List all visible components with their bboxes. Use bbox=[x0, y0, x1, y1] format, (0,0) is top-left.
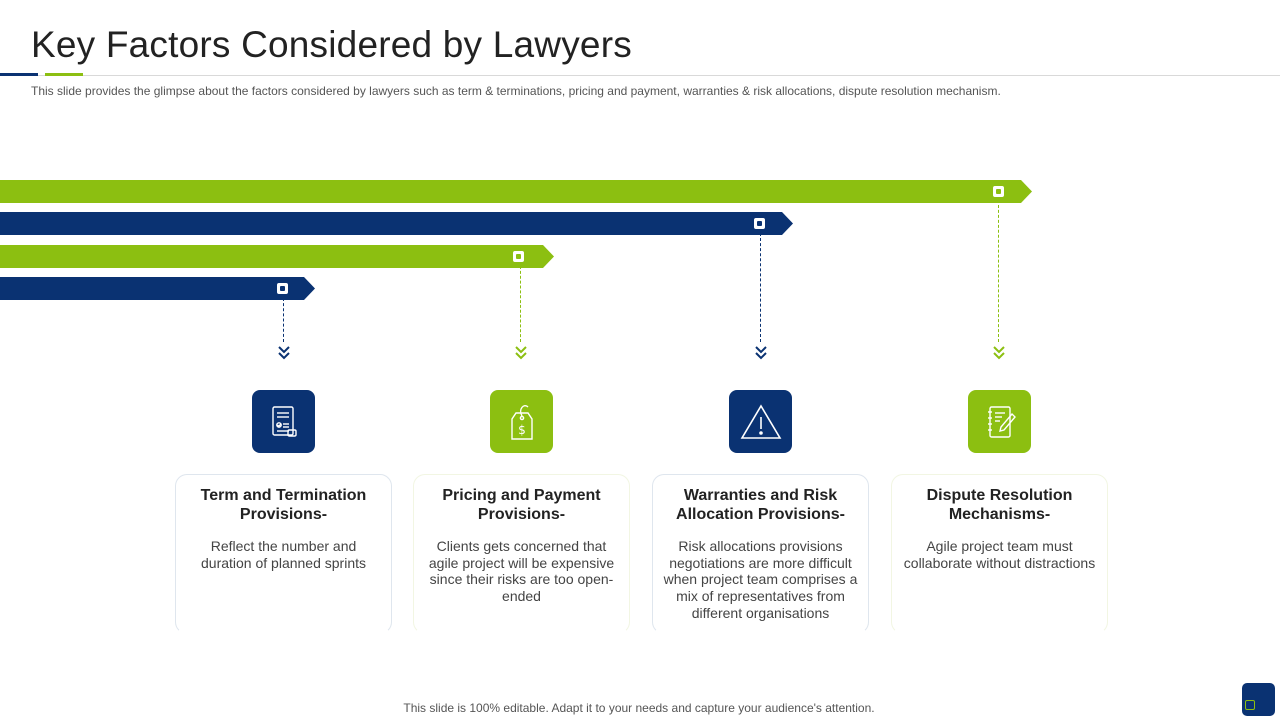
bar-node bbox=[754, 218, 765, 229]
page-title: Key Factors Considered by Lawyers bbox=[31, 24, 632, 65]
card-title: Dispute Resolution Mechanisms- bbox=[926, 487, 1073, 523]
price-tag-dollar-icon: $ bbox=[490, 390, 553, 453]
bar-node bbox=[513, 251, 524, 262]
chevron-down-icon bbox=[278, 346, 290, 360]
page-subtitle: This slide provides the glimpse about th… bbox=[31, 84, 1001, 98]
connector-line bbox=[283, 298, 284, 342]
title-accent-green bbox=[45, 73, 83, 76]
card-title: Warranties and Risk Allocation Provision… bbox=[676, 487, 845, 523]
factor-card-dispute: Dispute Resolution Mechanisms- Agile pro… bbox=[891, 474, 1108, 634]
square-icon bbox=[1245, 700, 1255, 710]
connector-line bbox=[760, 233, 761, 342]
card-title: Pricing and Payment Provisions- bbox=[442, 487, 601, 523]
card-title: Term and Termination Provisions- bbox=[200, 487, 367, 523]
arrow-bar-warranties bbox=[0, 212, 793, 235]
arrow-bar-pricing bbox=[0, 245, 554, 268]
connector-line bbox=[520, 266, 521, 342]
bar-node bbox=[277, 283, 288, 294]
title-accent-navy bbox=[0, 73, 38, 76]
warning-triangle-icon bbox=[729, 390, 792, 453]
chevron-down-icon bbox=[755, 346, 767, 360]
factor-card-warranties: Warranties and Risk Allocation Provision… bbox=[652, 474, 869, 634]
corner-logo-button[interactable] bbox=[1242, 683, 1275, 716]
card-description: Clients gets concerned that agile projec… bbox=[428, 538, 615, 605]
title-divider bbox=[0, 75, 1280, 76]
notebook-pencil-icon bbox=[968, 390, 1031, 453]
card-description: Reflect the number and duration of plann… bbox=[201, 538, 366, 571]
factor-card-term: Term and Termination Provisions- Reflect… bbox=[175, 474, 392, 634]
contract-document-icon bbox=[252, 390, 315, 453]
bar-node bbox=[993, 186, 1004, 197]
svg-text:$: $ bbox=[518, 423, 526, 437]
arrow-bar-dispute bbox=[0, 180, 1032, 203]
factor-card-pricing: Pricing and Payment Provisions- Clients … bbox=[413, 474, 630, 634]
card-description: Risk allocations provisions negotiations… bbox=[663, 538, 858, 621]
chevron-down-icon bbox=[993, 346, 1005, 360]
arrow-bar-term bbox=[0, 277, 315, 300]
chevron-down-icon bbox=[515, 346, 527, 360]
connector-line bbox=[998, 200, 999, 342]
card-description: Agile project team must collaborate with… bbox=[903, 538, 1096, 571]
footer-note: This slide is 100% editable. Adapt it to… bbox=[403, 701, 875, 715]
